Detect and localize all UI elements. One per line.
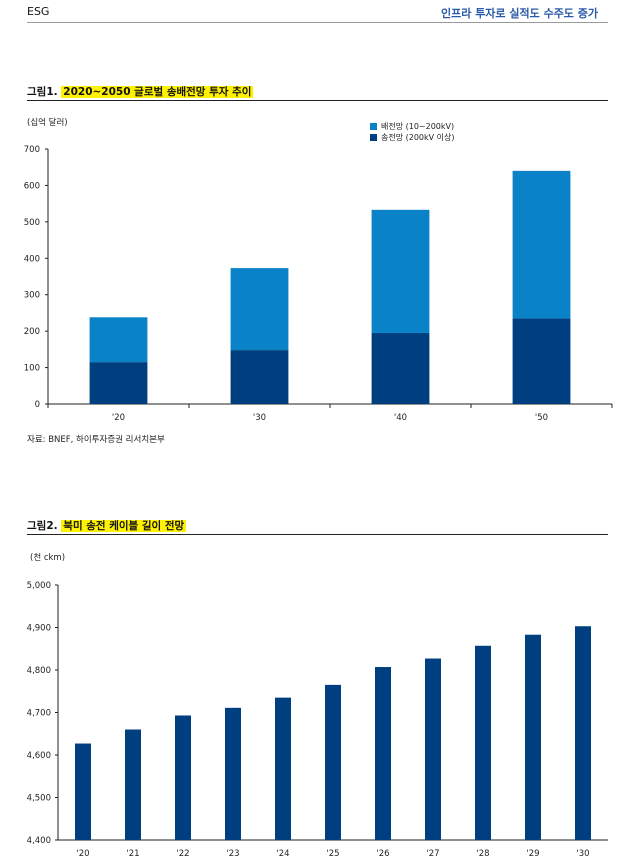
chart2-x-tick-label: '23 [226, 849, 239, 859]
chart2-bar [75, 743, 91, 840]
figure1-title-rule [27, 100, 608, 101]
header-report-title: 인프라 투자로 실적도 수주도 증가 [441, 7, 598, 20]
chart1-x-tick-label: '50 [535, 413, 548, 423]
chart2-y-tick-label: 4,800 [27, 666, 51, 676]
chart1-y-tick-label: 700 [24, 145, 40, 155]
chart2-x-tick-label: '22 [176, 849, 189, 859]
chart1-x-tick-label: '30 [253, 413, 266, 423]
chart1-x-tick-label: '20 [112, 413, 125, 423]
chart1-y-tick-label: 200 [24, 327, 40, 337]
figure1-legend-distribution: 배전망 (10~200kV) [370, 121, 454, 132]
chart1-y-tick-label: 100 [24, 364, 40, 374]
chart2-x-tick-label: '27 [426, 849, 439, 859]
chart1-bar-distribution [371, 209, 430, 333]
chart1-x-tick-label: '40 [394, 413, 407, 423]
figure2-unit-label: (천 ckm) [30, 553, 66, 563]
chart1-bar-transmission [89, 362, 148, 404]
chart2-bar [425, 658, 441, 840]
chart1-y-tick-label: 600 [24, 181, 40, 191]
chart2-x-tick-label: '21 [126, 849, 139, 859]
chart2-x-tick-label: '26 [376, 849, 389, 859]
chart2-bar [125, 729, 141, 840]
chart2-y-tick-label: 4,400 [27, 836, 51, 846]
chart1-bar-distribution [89, 317, 148, 363]
chart2-bar [575, 626, 591, 840]
figure1-title-text: 2020~2050 글로벌 송배전망 투자 추이 [61, 86, 254, 98]
chart2-x-tick-label: '24 [276, 849, 289, 859]
chart2-x-tick-label: '20 [76, 849, 89, 859]
figure1-title: 그림1. 2020~2050 글로벌 송배전망 투자 추이 [27, 84, 254, 99]
chart2-x-tick-label: '28 [476, 849, 489, 859]
chart2-bar [225, 707, 241, 840]
chart2-y-tick-label: 5,000 [27, 581, 51, 591]
chart1-bar-distribution [512, 170, 571, 319]
figure2-title: 그림2. 북미 송전 케이블 길이 전망 [27, 518, 187, 533]
figure1-unit-label: (십억 달러) [27, 118, 68, 128]
chart2-bar [175, 715, 191, 840]
chart1-y-tick-label: 0 [35, 400, 40, 410]
legend-label-distribution: 배전망 (10~200kV) [381, 122, 455, 131]
chart1-bar-transmission [512, 318, 571, 404]
header-section-label: ESG [27, 5, 50, 18]
figure1-legend-transmission: 송전망 (200kV 이상) [370, 132, 455, 143]
chart2-x-tick-label: '25 [326, 849, 339, 859]
chart1-bar-transmission [230, 350, 289, 404]
chart2-bar [475, 645, 491, 840]
chart1-y-tick-label: 300 [24, 291, 40, 301]
chart1-y-tick-label: 400 [24, 254, 40, 264]
figure1-source: 자료: BNEF, 하이투자증권 리서치본부 [27, 435, 165, 445]
chart1-y-tick-label: 500 [24, 218, 40, 228]
figure2-prefix: 그림2. [27, 520, 58, 532]
legend-label-transmission: 송전망 (200kV 이상) [381, 133, 455, 142]
chart2-y-tick-label: 4,600 [27, 751, 51, 761]
chart1-bar-distribution [230, 268, 289, 351]
chart2-x-tick-label: '29 [526, 849, 539, 859]
chart1-bar-transmission [371, 332, 430, 404]
figure1-prefix: 그림1. [27, 86, 58, 98]
legend-swatch-transmission [370, 134, 377, 141]
figure2-title-rule [27, 534, 608, 535]
chart2-bar [275, 697, 291, 840]
legend-swatch-distribution [370, 123, 377, 130]
chart2-bar [375, 667, 391, 840]
chart2-bar [325, 684, 341, 840]
header-divider [27, 22, 608, 23]
chart2-y-tick-label: 4,700 [27, 709, 51, 719]
figure2-title-text: 북미 송전 케이블 길이 전망 [61, 520, 187, 532]
chart2-y-tick-label: 4,900 [27, 624, 51, 634]
chart2-x-tick-label: '30 [576, 849, 589, 859]
chart2-bar [525, 634, 541, 840]
chart2-y-tick-label: 4,500 [27, 794, 51, 804]
